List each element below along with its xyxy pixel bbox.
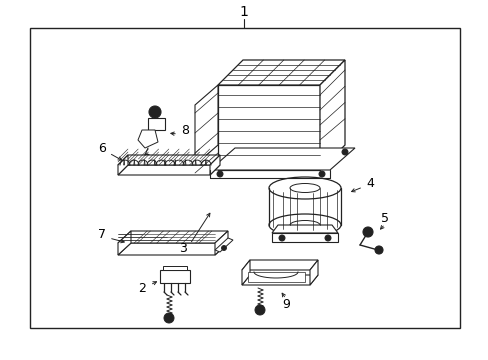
Circle shape: [325, 235, 330, 241]
Text: 9: 9: [282, 298, 289, 311]
Text: 4: 4: [366, 176, 373, 189]
Text: 1: 1: [239, 5, 248, 19]
Polygon shape: [195, 85, 218, 165]
Polygon shape: [271, 233, 337, 242]
Polygon shape: [215, 238, 232, 252]
Polygon shape: [118, 231, 131, 255]
Text: 8: 8: [181, 123, 189, 136]
Polygon shape: [218, 85, 319, 170]
Polygon shape: [118, 155, 220, 165]
Polygon shape: [319, 60, 345, 170]
Circle shape: [149, 106, 161, 118]
Circle shape: [362, 227, 372, 237]
Polygon shape: [138, 130, 158, 148]
Circle shape: [217, 171, 223, 177]
Polygon shape: [215, 231, 227, 255]
Polygon shape: [148, 118, 164, 130]
Circle shape: [221, 246, 226, 251]
Circle shape: [318, 171, 325, 177]
Text: 7: 7: [98, 228, 106, 240]
Ellipse shape: [268, 214, 340, 236]
Text: 3: 3: [179, 242, 186, 255]
Polygon shape: [118, 243, 227, 255]
Ellipse shape: [289, 220, 319, 230]
Circle shape: [374, 246, 382, 254]
Polygon shape: [242, 260, 249, 285]
Polygon shape: [271, 225, 337, 233]
Polygon shape: [242, 260, 317, 270]
Text: 2: 2: [138, 282, 145, 294]
Circle shape: [163, 313, 174, 323]
Polygon shape: [160, 270, 190, 283]
Polygon shape: [218, 60, 345, 85]
Ellipse shape: [289, 184, 319, 193]
Polygon shape: [118, 231, 227, 243]
Polygon shape: [118, 165, 220, 175]
Polygon shape: [309, 260, 317, 285]
Polygon shape: [247, 272, 305, 282]
Circle shape: [143, 154, 150, 160]
Bar: [30, 28, 459, 328]
Polygon shape: [209, 155, 220, 175]
Text: 5: 5: [380, 212, 388, 225]
Polygon shape: [209, 148, 354, 170]
Polygon shape: [118, 155, 128, 175]
Ellipse shape: [268, 177, 340, 199]
Polygon shape: [163, 266, 186, 270]
Circle shape: [341, 149, 347, 155]
Text: 6: 6: [98, 141, 106, 154]
Polygon shape: [242, 275, 317, 285]
Circle shape: [254, 305, 264, 315]
Circle shape: [279, 235, 285, 241]
